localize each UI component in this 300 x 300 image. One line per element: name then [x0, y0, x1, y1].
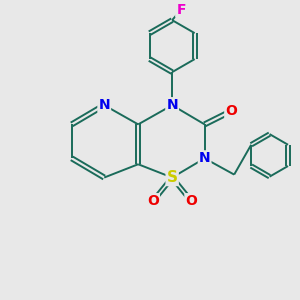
- Text: N: N: [199, 151, 210, 165]
- Text: S: S: [167, 170, 178, 185]
- Text: F: F: [176, 3, 186, 17]
- Text: O: O: [225, 104, 237, 118]
- Text: O: O: [147, 194, 159, 208]
- Text: N: N: [166, 98, 178, 112]
- Text: O: O: [185, 194, 197, 208]
- Text: N: N: [98, 98, 110, 112]
